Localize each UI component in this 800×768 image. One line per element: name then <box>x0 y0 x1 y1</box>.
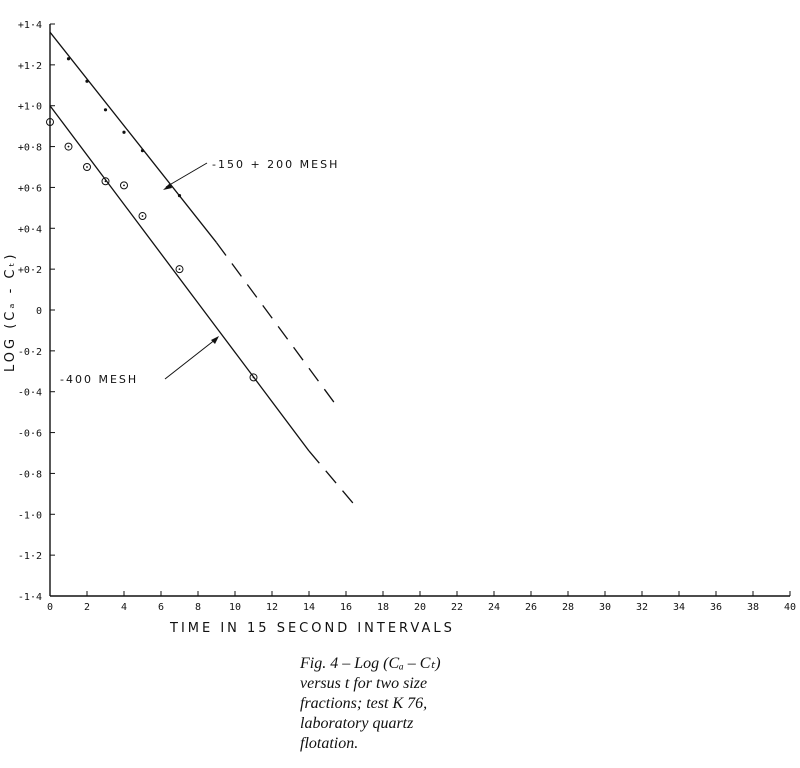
series-1-point-center <box>86 166 88 168</box>
series-0-point <box>177 194 182 198</box>
fit-lines <box>49 31 360 511</box>
series-1-point-ring <box>138 212 147 221</box>
annotation-arrow-400 <box>164 338 217 380</box>
series-0-point <box>66 57 71 61</box>
x-tick-label: 12 <box>266 602 278 613</box>
series-0-point <box>103 108 108 112</box>
series-1-point-center <box>104 180 107 183</box>
series-1-point-ring <box>249 373 258 382</box>
arrowhead-400 <box>211 336 219 344</box>
series-1-point-center <box>252 376 255 379</box>
series-1-point-ring <box>101 177 110 186</box>
x-tick-label: 34 <box>673 602 685 613</box>
arrowhead-150-200 <box>163 183 172 190</box>
x-tick-label: 0 <box>47 602 53 613</box>
x-tick-label: 2 <box>84 602 90 613</box>
caption-line-5: flotation. <box>300 735 359 752</box>
y-tick-label: -1·0 <box>18 510 42 521</box>
y-axis-title: LOG (Cₐ - Cₜ) <box>3 252 18 372</box>
y-tick-label: +0·6 <box>18 183 42 194</box>
series-1-point-ring <box>64 142 73 151</box>
annotation-arrow-150-200 <box>165 162 208 188</box>
series-label-400-mesh: -400 MESH <box>60 373 138 386</box>
x-tick-label: 24 <box>488 602 500 613</box>
data-points <box>46 57 258 382</box>
x-tick-label: 36 <box>710 602 722 613</box>
series-0-point <box>122 130 126 134</box>
x-tick-label: 20 <box>414 602 426 613</box>
caption-line-3: fractions; test K 76, <box>300 695 428 712</box>
series-1-fit-line-dashed <box>308 450 360 511</box>
y-axis-ticks: +1·4 +1·2 +1·0 +0·8 +0·6 +0·4 +0·2 0 -0·2 -0·4 -0·… <box>18 20 55 603</box>
y-tick-label: -0·2 <box>18 347 42 358</box>
series-0-point <box>85 79 89 83</box>
y-tick-label: +0·4 <box>18 224 42 235</box>
caption-line-1: Fig. 4 – Log (Cₐ – Cₜ) <box>300 655 441 672</box>
series-1-point-center <box>67 145 70 148</box>
y-tick-label: -0·4 <box>18 388 42 399</box>
x-tick-label: 30 <box>599 602 611 613</box>
series-1-point-ring <box>175 265 184 274</box>
series-0-fit-line-solid <box>49 31 218 243</box>
x-axis-title: TIME IN 15 SECOND INTERVALS <box>169 621 455 636</box>
x-tick-label: 8 <box>195 602 201 613</box>
x-axis-ticks: 0 2 4 6 8 10 12 14 16 18 20 22 24 26 28 30 32 34 36 38 40 <box>47 591 796 613</box>
x-tick-label: 6 <box>158 602 164 613</box>
x-tick-label: 22 <box>451 602 463 613</box>
series-label-150-200-mesh: -150 + 200 MESH <box>212 158 339 171</box>
y-tick-label: -1·4 <box>18 592 42 603</box>
y-tick-label: +1·2 <box>18 61 42 72</box>
x-tick-label: 14 <box>303 602 315 613</box>
series-annotations: -150 + 200 MESH -400 MESH <box>60 158 339 386</box>
x-tick-label: 40 <box>784 602 796 613</box>
y-tick-label: -0·8 <box>18 469 42 480</box>
series-0-fit-line-dashed <box>215 242 338 407</box>
x-tick-label: 38 <box>747 602 759 613</box>
series-1-fit-line-solid <box>49 105 310 452</box>
y-tick-label: +1·4 <box>18 20 42 31</box>
y-tick-label: +0·2 <box>18 265 42 276</box>
x-tick-label: 32 <box>636 602 648 613</box>
series-1-point-ring <box>120 181 128 190</box>
x-tick-label: 28 <box>562 602 574 613</box>
x-tick-label: 16 <box>340 602 352 613</box>
series-1-point-ring <box>83 163 91 171</box>
y-tick-label: -0·6 <box>18 429 42 440</box>
y-tick-label: +0·8 <box>18 143 42 154</box>
x-tick-label: 26 <box>525 602 537 613</box>
caption-line-2: versus t for two size <box>300 675 428 692</box>
x-tick-label: 18 <box>377 602 389 613</box>
figure-caption: Fig. 4 – Log (Cₐ – Cₜ) versus t for two … <box>300 654 560 754</box>
caption-line-4: laboratory quartz <box>300 715 414 732</box>
x-tick-label: 10 <box>229 602 241 613</box>
series-1-point-center <box>178 268 181 271</box>
y-tick-label: -1·2 <box>18 551 42 562</box>
y-tick-label: 0 <box>36 306 42 317</box>
x-tick-label: 4 <box>121 602 127 613</box>
y-tick-label: +1·0 <box>18 102 42 113</box>
series-1-point-center <box>141 215 144 217</box>
series-0-point <box>140 149 145 153</box>
series-1-point-center <box>123 184 125 187</box>
